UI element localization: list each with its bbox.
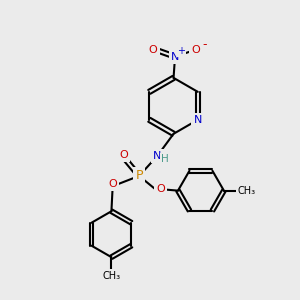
Text: N: N (171, 52, 179, 62)
Text: N: N (194, 115, 202, 125)
Text: CH₃: CH₃ (238, 186, 256, 196)
Text: +: + (178, 46, 185, 56)
Text: O: O (119, 150, 128, 160)
Text: O: O (149, 45, 158, 55)
Text: O: O (156, 184, 165, 194)
Text: O: O (108, 179, 117, 189)
Text: CH₃: CH₃ (102, 271, 121, 281)
Text: H: H (161, 154, 169, 164)
Text: O: O (191, 45, 200, 55)
Text: P: P (135, 169, 143, 182)
Text: -: - (202, 38, 207, 51)
Text: N: N (153, 151, 161, 161)
